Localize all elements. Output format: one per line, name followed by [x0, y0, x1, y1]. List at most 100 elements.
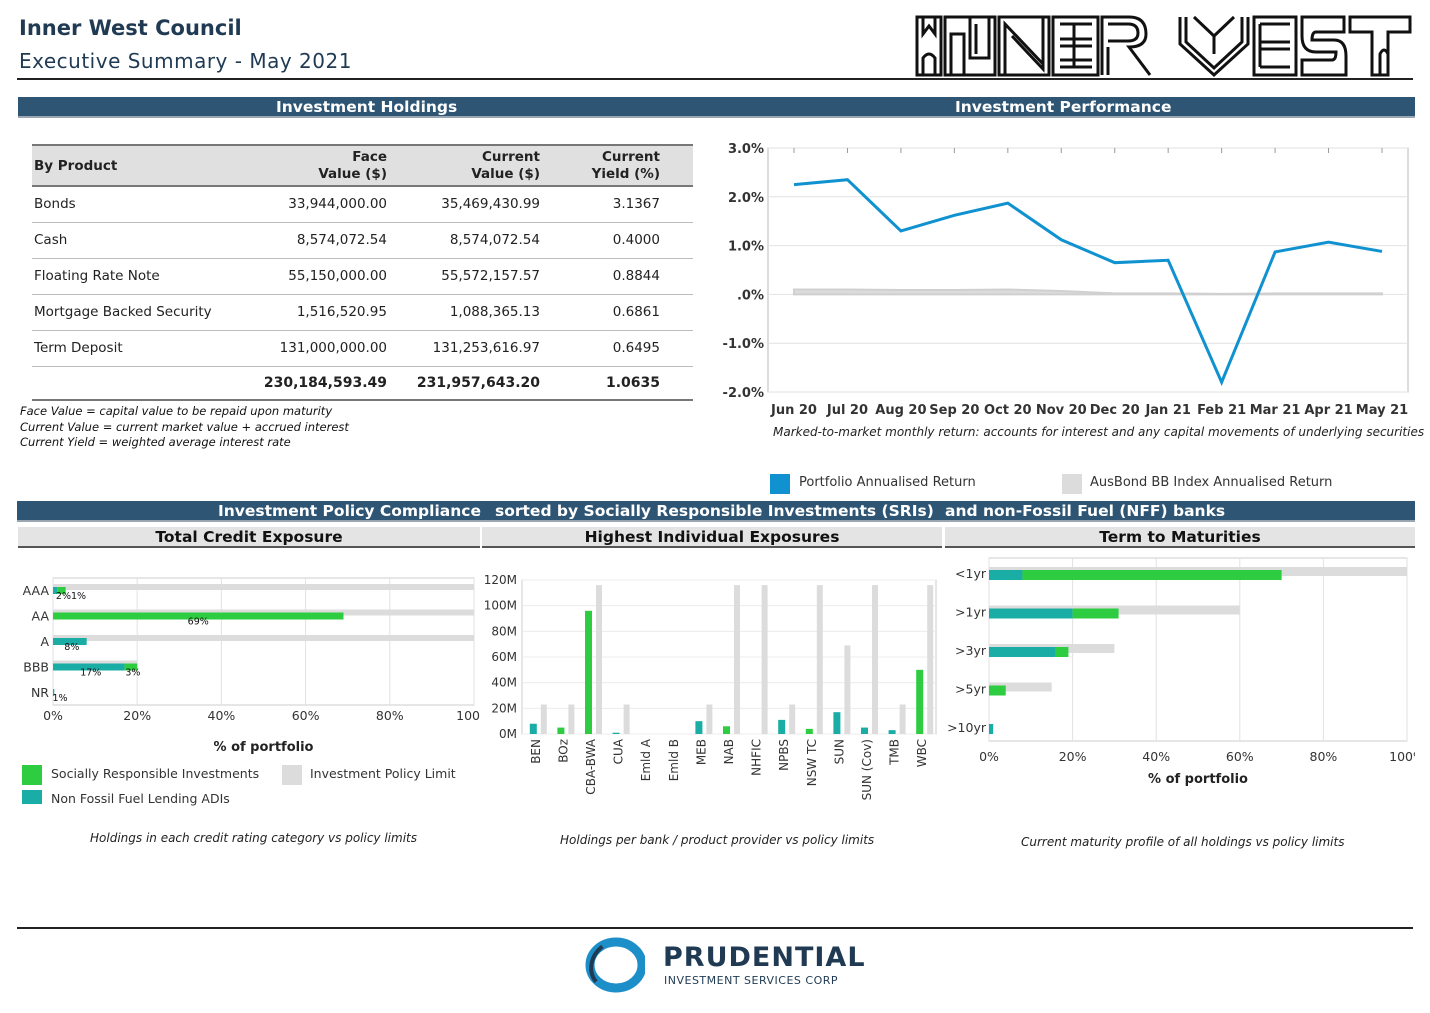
x-axis-label: % of portfolio	[214, 740, 314, 755]
nff-bar	[778, 719, 786, 734]
legend-limit-label: Investment Policy Limit	[310, 766, 456, 781]
x-tick-label: Oct 20	[984, 403, 1032, 418]
x-tick-label: 80%	[376, 708, 404, 723]
legend-ausbond-label: AusBond BB Index Annualised Return	[1090, 475, 1333, 490]
table-row: Term Deposit 131,000,000.00 131,253,616.97…	[32, 330, 693, 367]
cell-current: 55,572,157.57	[397, 258, 550, 295]
x-tick-label: 60%	[1226, 749, 1254, 764]
category-label: CBA-BWA	[584, 738, 598, 794]
category-label: SUN (Cov)	[860, 739, 874, 800]
legend-nff-label: Non Fossil Fuel Lending ADIs	[51, 791, 230, 806]
col-face-value: Face Value ($)	[252, 144, 397, 187]
top-section-band: Investment Holdings Investment Performan…	[18, 97, 1415, 118]
total-cell: 231,957,643.20	[397, 366, 550, 401]
limit-bar	[927, 585, 934, 734]
limit-bar	[596, 585, 602, 734]
limit-bar	[568, 704, 575, 734]
category-label: >10yr	[947, 720, 987, 735]
y-tick-label: 120M	[484, 573, 517, 587]
brand-sub: INVESTMENT SERVICES CORP	[664, 974, 839, 987]
compliance-band: Investment Policy Compliance sorted by S…	[17, 501, 1415, 522]
col-current-yield: Current Yield (%)	[550, 144, 693, 187]
portfolio-series	[793, 178, 1383, 387]
sri-bar	[723, 726, 730, 734]
y-tick-label: 20M	[491, 701, 517, 715]
col-current-value: Current Value ($)	[397, 144, 550, 187]
cell-product: Bonds	[32, 186, 252, 223]
individual-caption: Holdings per bank / product provider vs …	[560, 833, 875, 847]
x-tick-label: Mar 21	[1250, 403, 1301, 418]
category-label: SUN	[832, 739, 846, 764]
performance-chart: 3.0% 2.0% 1.0% .0% -1.0% -2.0% Jun 20 Jul 20 Aug…	[723, 142, 1409, 418]
x-tick-label: Apr 21	[1304, 403, 1352, 418]
category-label: MEB	[694, 739, 708, 765]
category-label: AAA	[23, 583, 50, 598]
category-label: >3yr	[955, 643, 987, 658]
category-label: >1yr	[955, 605, 987, 620]
compliance-heading-2: sorted by Socially Responsible Investmen…	[495, 502, 934, 520]
x-tick-label: Dec 20	[1090, 403, 1140, 418]
nff-data-label: 1%	[52, 693, 67, 704]
limit-bar	[872, 585, 878, 734]
sri-bar	[53, 612, 344, 620]
performance-caption: Marked-to-market monthly return: account…	[773, 425, 1425, 439]
category-label: >5yr	[955, 682, 987, 697]
x-tick-label: Sep 20	[929, 403, 979, 418]
nff-bar	[861, 727, 868, 734]
category-label: BEN	[529, 739, 543, 764]
sri-bar	[57, 587, 66, 594]
category-label: A	[40, 634, 49, 649]
nff-bar	[53, 638, 87, 645]
limit-bar	[53, 635, 474, 641]
inner-west-logo	[914, 14, 1414, 78]
limit-bar	[540, 704, 547, 734]
category-label: TMB	[888, 739, 902, 766]
category-label: NSW TC	[805, 739, 819, 786]
category-label: WBC	[915, 739, 929, 767]
cell-yield: 0.8844	[550, 258, 693, 295]
total-cell: 230,184,593.49	[252, 366, 397, 401]
y-tick-label: 3.0%	[728, 142, 764, 157]
limit-bar	[899, 704, 906, 734]
x-tick-label: Aug 20	[875, 403, 926, 418]
cell-product: Floating Rate Note	[32, 258, 252, 295]
category-label: BOz	[556, 739, 570, 763]
sri-bar	[989, 685, 1006, 696]
x-tick-label: 80%	[1310, 749, 1338, 764]
limit-bar	[706, 704, 713, 734]
cell-yield: 0.6495	[550, 330, 693, 367]
legend-ausbond-swatch	[1062, 474, 1082, 494]
y-tick-label: 40M	[491, 676, 517, 690]
compliance-heading-3: and non-Fossil Fuel (NFF) banks	[945, 502, 1226, 520]
maturities-caption: Current maturity profile of all holdings…	[1021, 835, 1345, 849]
sri-bar	[1072, 608, 1119, 619]
x-axis-label: % of portfolio	[1148, 772, 1248, 787]
footer-rule	[17, 927, 1413, 929]
x-tick-label: 40%	[1142, 749, 1170, 764]
nff-bar	[989, 724, 994, 734]
nff-data-label: 17%	[80, 668, 101, 679]
prudential-logo: PRUDENTIAL INVESTMENT SERVICES CORP	[585, 937, 865, 995]
cell-yield: 3.1367	[550, 186, 693, 223]
credit-caption: Holdings in each credit rating category …	[90, 831, 417, 845]
x-tick-label: 60%	[292, 708, 320, 723]
total-cell: 1.0635	[550, 366, 693, 401]
cell-product: Term Deposit	[32, 330, 252, 367]
sri-data-label: 2%1%	[56, 591, 86, 602]
x-tick-label: May 21	[1356, 403, 1408, 418]
limit-bar	[53, 584, 474, 590]
plot-area	[52, 577, 475, 706]
category-label: NHFIC	[750, 739, 764, 776]
legend-limit-swatch	[282, 765, 302, 785]
cell-yield: 0.6861	[550, 294, 693, 331]
page-subtitle: Executive Summary - May 2021	[19, 49, 352, 73]
sri-bar	[557, 727, 565, 734]
compliance-heading-1: Investment Policy Compliance	[218, 502, 481, 520]
total-row: 230,184,593.49 231,957,643.20 1.0635	[32, 366, 693, 401]
x-tick-label: Jun 20	[770, 403, 817, 418]
sri-bar	[1055, 647, 1069, 657]
cell-current: 131,253,616.97	[397, 330, 550, 367]
category-label: NAB	[722, 739, 736, 764]
sri-data-label: 3%	[125, 668, 140, 679]
page-title: Inner West Council	[19, 16, 242, 40]
